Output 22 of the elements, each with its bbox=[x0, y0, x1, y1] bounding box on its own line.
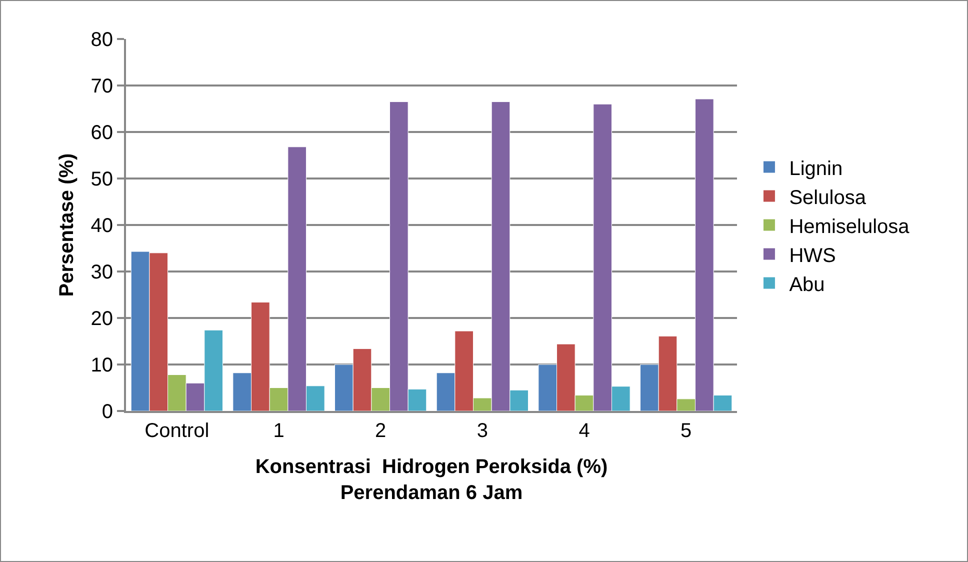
y-tick-label: 60 bbox=[90, 122, 113, 144]
y-tick-label: 20 bbox=[90, 308, 113, 330]
legend-label: Abu bbox=[789, 274, 825, 296]
y-tick-label: 30 bbox=[90, 262, 113, 284]
x-tick-label: 1 bbox=[273, 420, 284, 442]
legend-label: Selulosa bbox=[789, 186, 867, 209]
x-tick-label: 3 bbox=[476, 420, 488, 442]
x-tick-label: 4 bbox=[578, 420, 590, 442]
y-tick-label: 80 bbox=[90, 29, 113, 51]
y-tick-label: 50 bbox=[90, 168, 113, 190]
legend-label: Lignin bbox=[789, 158, 843, 180]
y-tick-label: 10 bbox=[90, 354, 113, 376]
y-tick-label: 70 bbox=[90, 76, 113, 98]
legend-label: Hemiselulosa bbox=[789, 216, 910, 238]
x-tick-label: 2 bbox=[375, 420, 386, 442]
x-tick-label: 5 bbox=[680, 420, 692, 442]
y-tick-label: 0 bbox=[102, 401, 113, 423]
y-tick-label: 40 bbox=[90, 215, 113, 237]
legend-label: HWS bbox=[789, 244, 836, 267]
x-axis-title: Konsentrasi Hidrogen Peroksida (%) Perendaman 6 Jam bbox=[255, 456, 608, 504]
y-axis-title: Persentase (%) bbox=[56, 153, 78, 297]
x-tick-label: Control bbox=[144, 420, 210, 442]
